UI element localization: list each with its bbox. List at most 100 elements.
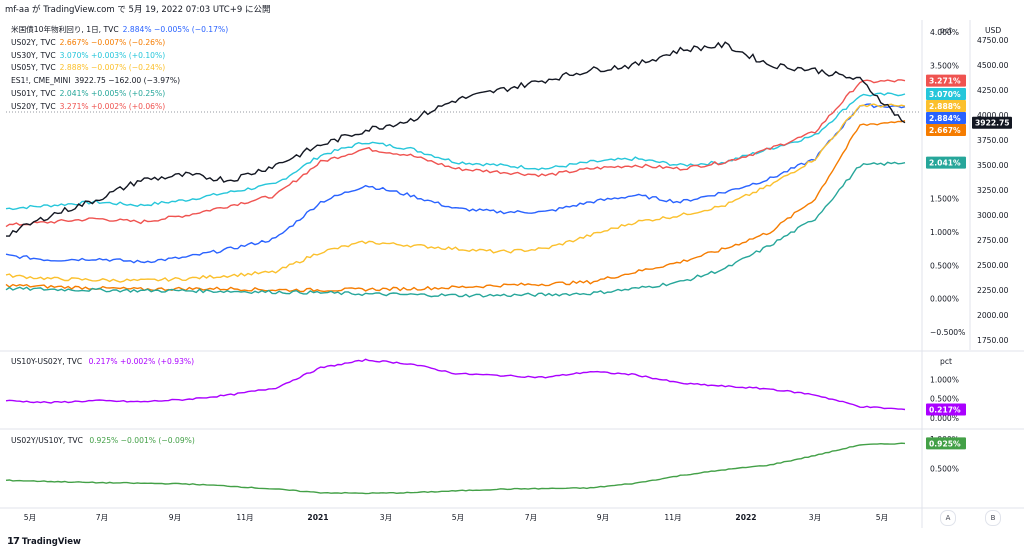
- last-value-text: 3922.75: [975, 119, 1010, 128]
- legend-row-label: ES1!, CME_MINI: [11, 76, 71, 86]
- ratio-tick-label: 0.500%: [930, 464, 959, 473]
- time-tick-label: 2021: [307, 513, 328, 522]
- time-tick-label: 7月: [525, 513, 537, 522]
- last-value-text: 2.884%: [929, 114, 961, 123]
- footer-brand[interactable]: 17 TradingView: [7, 536, 81, 547]
- pct-tick-label: 4.000%: [930, 28, 959, 37]
- footer-brand-text: TradingView: [21, 536, 81, 547]
- ratio-legend: US02Y/US10Y, TVC 0.925% −0.001% (−0.09%): [11, 436, 195, 445]
- usd-axis-unit: USD: [985, 26, 1001, 35]
- usd-tick-label: 2500.00: [977, 261, 1009, 270]
- time-tick-label: 5月: [452, 513, 464, 522]
- last-value-text: 0.925%: [929, 439, 961, 448]
- usd-tick-label: 1750.00: [977, 336, 1009, 345]
- last-value-text: 3.271%: [929, 77, 961, 86]
- legend-row[interactable]: US01Y, TVC 2.041% +0.005% (+0.25%): [11, 88, 228, 101]
- series-line-us01y: [5, 161, 906, 298]
- pct-tick-label: 0.000%: [930, 295, 959, 304]
- time-tick-label: 9月: [169, 513, 181, 522]
- spread-legend-label: US10Y-US02Y, TVC: [11, 357, 83, 366]
- time-tick-label: 5月: [876, 513, 888, 522]
- pct-tick-label: 1.500%: [930, 195, 959, 204]
- time-tick-label: 9月: [597, 513, 609, 522]
- legend-row[interactable]: 米国債10年物利回り, 1日, TVC 2.884% −0.005% (−0.17…: [11, 24, 228, 37]
- legend-row-values: 3.070% +0.003% (+0.10%): [59, 50, 166, 60]
- legend-row-label: US01Y, TVC: [11, 88, 56, 98]
- pct-tick-label: 1.000%: [930, 228, 959, 237]
- series-line-us05y: [5, 103, 906, 283]
- usd-tick-label: 4750.00: [977, 36, 1009, 45]
- usd-tick-label: 3250.00: [977, 186, 1009, 195]
- pct-tick-label: −0.500%: [930, 328, 965, 337]
- log-scale-button[interactable]: B: [985, 510, 1001, 526]
- legend-row[interactable]: US05Y, TVC 2.888% −0.007% (−0.24%): [11, 62, 228, 75]
- last-value-text: 3.070%: [929, 90, 961, 99]
- usd-tick-label: 4250.00: [977, 86, 1009, 95]
- legend-row-values: 2.888% −0.007% (−0.24%): [59, 63, 166, 73]
- time-tick-label: 3月: [809, 513, 821, 522]
- legend-row-label: US02Y, TVC: [11, 37, 56, 47]
- spread-tick-label: 1.000%: [930, 375, 959, 384]
- publish-header: mf-aa が TradingView.com で 5月 19, 2022 07…: [5, 5, 271, 15]
- series-line-es1-: [6, 41, 906, 237]
- legend-row-label: 米国債10年物利回り, 1日, TVC: [11, 25, 119, 34]
- spread-tick-label: 0.000%: [930, 414, 959, 423]
- usd-tick-label: 4500.00: [977, 61, 1009, 70]
- last-value-badge: [926, 156, 966, 169]
- usd-tick-label: 2000.00: [977, 311, 1009, 320]
- last-value-badge: [926, 403, 966, 416]
- usd-tick-label: 3500.00: [977, 161, 1009, 170]
- legend-row-values: 2.667% −0.007% (−0.26%): [59, 37, 166, 47]
- last-value-text: 0.217%: [929, 406, 961, 415]
- last-value-text: 2.888%: [929, 102, 961, 111]
- series-line-us02y: [5, 120, 906, 293]
- usd-tick-label: 2250.00: [977, 286, 1009, 295]
- legend-row-values: 2.041% +0.005% (+0.25%): [59, 88, 166, 98]
- time-tick-label: 11月: [236, 513, 253, 522]
- usd-tick-label: 2750.00: [977, 236, 1009, 245]
- series-line-us20y: [5, 79, 906, 228]
- ratio-legend-label: US02Y/US10Y, TVC: [11, 436, 83, 445]
- pct-axis-unit: pct: [940, 26, 952, 35]
- pct-tick-label: 3.500%: [930, 61, 959, 70]
- usd-tick-label: 4000.00: [977, 111, 1009, 120]
- series-line-us10y: [5, 103, 906, 264]
- legend-row[interactable]: US30Y, TVC 3.070% +0.003% (+0.10%): [11, 50, 228, 63]
- legend-row[interactable]: US20Y, TVC 3.271% +0.002% (+0.06%): [11, 101, 228, 114]
- time-tick-label: 3月: [380, 513, 392, 522]
- legend-row-label: US20Y, TVC: [11, 101, 56, 111]
- last-value-badge: [926, 437, 966, 450]
- usd-tick-label: 3000.00: [977, 211, 1009, 220]
- legend-row-label: US05Y, TVC: [11, 63, 56, 73]
- legend-row-values: 2.884% −0.005% (−0.17%): [122, 25, 229, 34]
- spread-legend-values: 0.217% +0.002% (+0.93%): [88, 357, 195, 366]
- spread-axis-unit: pct: [940, 357, 952, 366]
- tradingview-logo-icon: 17: [7, 536, 20, 547]
- legend-row-values: 3922.75 −162.00 (−3.97%): [74, 76, 181, 86]
- spread-legend: US10Y-US02Y, TVC 0.217% +0.002% (+0.93%): [11, 357, 194, 366]
- spread-tick-label: 0.500%: [930, 395, 959, 404]
- series-line-us02y-us10y: [5, 442, 906, 495]
- usd-tick-label: 3750.00: [977, 136, 1009, 145]
- legend-row-label: US30Y, TVC: [11, 50, 56, 60]
- auto-scale-button[interactable]: A: [940, 510, 956, 526]
- last-value-text: 2.041%: [929, 159, 961, 168]
- last-value-badge: [972, 116, 1012, 129]
- time-tick-label: 7月: [96, 513, 108, 522]
- time-tick-label: 5月: [24, 513, 36, 522]
- pct-tick-label: 0.500%: [930, 261, 959, 270]
- time-tick-label: 2022: [735, 513, 756, 522]
- legend-row[interactable]: ES1!, CME_MINI 3922.75 −162.00 (−3.97%): [11, 75, 228, 88]
- legend-row-values: 3.271% +0.002% (+0.06%): [59, 101, 166, 111]
- main-legend: 米国債10年物利回り, 1日, TVC 2.884% −0.005% (−0.17…: [11, 24, 228, 114]
- last-value-text: 2.667%: [929, 126, 961, 135]
- ratio-legend-values: 0.925% −0.001% (−0.09%): [89, 436, 195, 445]
- last-value-badge: [926, 112, 966, 124]
- last-value-badge: [926, 100, 966, 112]
- legend-row[interactable]: US02Y, TVC 2.667% −0.007% (−0.26%): [11, 37, 228, 50]
- series-line-us10y-us02y: [5, 358, 906, 411]
- time-tick-label: 11月: [664, 513, 681, 522]
- last-value-badge: [926, 124, 966, 136]
- last-value-badge: [926, 88, 966, 100]
